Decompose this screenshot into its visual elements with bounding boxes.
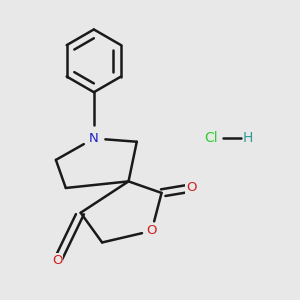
Text: O: O xyxy=(52,254,63,267)
Text: O: O xyxy=(186,182,196,194)
Text: H: H xyxy=(242,131,253,146)
Text: N: N xyxy=(89,132,99,145)
Text: Cl: Cl xyxy=(204,131,218,146)
Text: O: O xyxy=(146,224,157,237)
